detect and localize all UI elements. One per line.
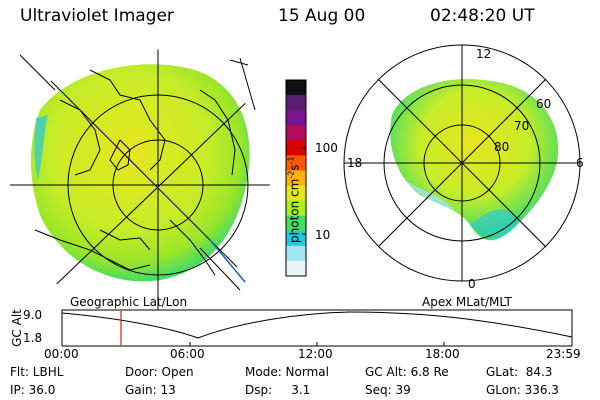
colorbar-tick-100: 100 — [315, 141, 338, 155]
mag-panel-label: Apex MLat/MLT — [422, 295, 512, 309]
geo-panel-label: Geographic Lat/Lon — [70, 295, 188, 309]
alt-plot-frame — [61, 309, 573, 347]
mlt-label-0: 0 — [468, 277, 476, 291]
date-label: 15 Aug 00 — [278, 6, 366, 26]
geographic-panel — [10, 48, 270, 312]
colorbar-segment — [286, 110, 306, 126]
info-mode: Mode: Normal — [245, 365, 329, 379]
colorbar-segment — [286, 215, 306, 232]
alt-xtick-1: 06:00 — [170, 347, 205, 361]
colorbar-unit-label: photon cm-2s-1 — [286, 156, 302, 243]
alt-axis-label: GC Alt — [10, 309, 24, 347]
time-label: 02:48:20 UT — [430, 6, 535, 26]
info-dsp: Dsp: 3.1 — [245, 383, 311, 397]
colorbar-tick-10: 10 — [315, 228, 331, 242]
alt-ytick-low: 1.8 — [23, 331, 43, 345]
colorbar-segment — [286, 260, 306, 277]
info-glat: GLat: 84.3 — [486, 365, 553, 379]
info-seq: Seq: 39 — [365, 383, 411, 397]
colorbar-segment — [286, 140, 306, 156]
mlt-label-6: 6 — [576, 156, 584, 170]
alt-xtick-0: 00:00 — [44, 347, 79, 361]
colorbar-segment — [286, 230, 306, 247]
aurora-dim-edge — [34, 115, 48, 180]
info-door: Door: Open — [125, 365, 194, 379]
colorbar-segment — [286, 155, 306, 171]
magnetic-panel — [343, 44, 581, 282]
colorbar-segment — [286, 125, 306, 141]
lat-ring-70: 70 — [514, 119, 530, 133]
alt-xtick-4: 23:59 — [546, 347, 581, 361]
lat-ring-80: 80 — [494, 140, 510, 154]
altitude-plot — [61, 309, 573, 347]
colorbar-frame — [285, 79, 307, 277]
info-ip: IP: 36.0 — [10, 383, 56, 397]
colorbar-segment — [286, 80, 306, 96]
alt-xtick-2: 12:00 — [298, 347, 333, 361]
lat-ring-60: 60 — [536, 97, 552, 111]
mlt-label-12: 12 — [476, 47, 492, 61]
aurora-image-mag — [390, 79, 559, 241]
alt-ytick-high: 9.0 — [23, 308, 43, 322]
colorbar-segment — [286, 245, 306, 262]
info-gain: Gain: 13 — [125, 383, 176, 397]
info-glon: GLon: 336.3 — [486, 383, 559, 397]
colorbar-segment — [286, 185, 306, 202]
mlt-grid — [343, 44, 581, 282]
aurora-image-geo — [31, 64, 250, 282]
colorbar — [285, 79, 307, 277]
info-flt: Flt: LBHL — [10, 365, 64, 379]
colorbar-unit-text: photon cm — [287, 178, 302, 243]
orbit-altitude-curve — [61, 311, 573, 339]
instrument-title: Ultraviolet Imager — [20, 6, 174, 26]
mlt-label-18: 18 — [347, 156, 363, 170]
info-gc-alt: GC Alt: 6.8 Re — [365, 365, 449, 379]
alt-xtick-3: 18:00 — [425, 347, 460, 361]
colorbar-segment — [286, 200, 306, 217]
colorbar-segment — [286, 95, 306, 111]
colorbar-segment — [286, 170, 306, 187]
